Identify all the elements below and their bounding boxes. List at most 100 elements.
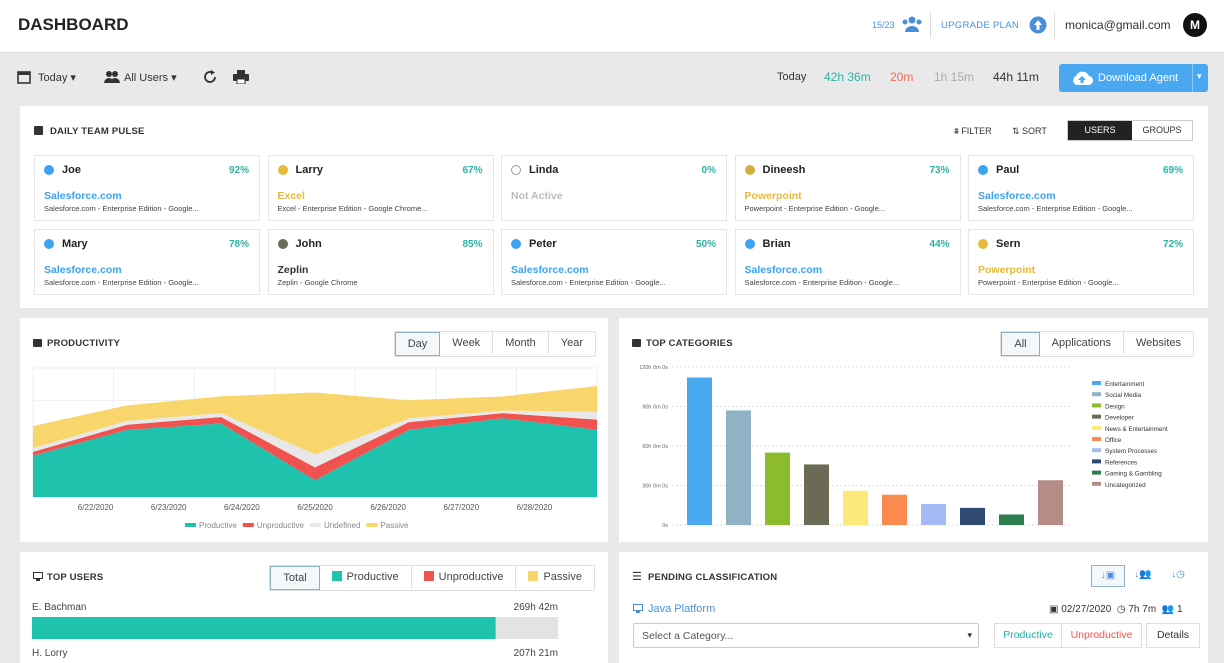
user-card[interactable]: Mary 78% Salesforce.com Salesforce.com - En… xyxy=(34,229,260,295)
refresh-icon[interactable] xyxy=(203,70,217,84)
tab[interactable]: Week xyxy=(440,332,494,354)
tab[interactable]: All xyxy=(1001,332,1040,356)
legend-label: Unproductive xyxy=(257,521,305,530)
y-tick-label: 120h 0m 0s xyxy=(639,365,668,371)
cat-icon xyxy=(632,339,641,347)
user-card[interactable]: Paul 69% Salesforce.com Salesforce.com - En… xyxy=(968,155,1194,221)
user-card[interactable]: Dineesh 73% Powerpoint Powerpoint - Enterpr… xyxy=(734,155,961,221)
tab-groups[interactable]: GROUPS xyxy=(1142,125,1182,135)
sort-time[interactable]: ↓◷ xyxy=(1171,569,1185,580)
sort-date[interactable]: ↓▣ xyxy=(1091,565,1125,587)
details-button[interactable]: Details xyxy=(1146,623,1200,648)
status-dot xyxy=(744,165,755,175)
cloud-icon xyxy=(1073,71,1093,86)
app-name: Salesforce.com xyxy=(44,190,122,202)
legend-label: Productive xyxy=(199,521,237,530)
panel-title: TOP USERS xyxy=(47,572,104,583)
user-pct: 50% xyxy=(695,239,716,250)
user-name: Peter xyxy=(529,238,557,250)
tab[interactable]: Year xyxy=(549,332,595,354)
filter[interactable]: ⩩ FILTER xyxy=(954,126,992,136)
legend-label: Undefined xyxy=(324,521,360,530)
tab[interactable]: Productive xyxy=(320,566,412,588)
top-users-panel: TOP USERS Total Productive Unproductive Pas… xyxy=(20,552,608,663)
value-label: 207h 21m xyxy=(514,648,558,659)
status-dot xyxy=(744,239,755,249)
tab[interactable]: Unproductive xyxy=(412,566,517,588)
avatar[interactable]: M xyxy=(1183,13,1207,37)
tab[interactable]: Websites xyxy=(1124,332,1193,354)
legend-swatch xyxy=(1092,481,1101,486)
app-detail: Salesforce.com - Enterprise Edition - Go… xyxy=(44,278,199,287)
tab-label: Websites xyxy=(1135,337,1181,349)
area xyxy=(33,410,597,468)
app-name: Not Active xyxy=(511,190,563,202)
user-card[interactable]: Linda 0% Not Active xyxy=(501,155,727,221)
categories-chart: 0s 30h 0m 0s 60h 0m 0s 90h 0m 0s 120h 0m 0s E… xyxy=(639,365,1168,529)
app-name: Powerpoint xyxy=(744,190,802,202)
tab-label: Productive xyxy=(346,571,399,583)
bar xyxy=(921,503,946,525)
tab[interactable]: Total xyxy=(270,566,320,590)
tab-label: Applications xyxy=(1051,337,1111,349)
user-card[interactable]: Larry 67% Excel Excel - Enterprise Edition … xyxy=(267,155,494,221)
legend-swatch xyxy=(366,523,378,527)
bar xyxy=(804,464,829,525)
user-name: Dineesh xyxy=(762,164,806,176)
productive-button[interactable]: Productive xyxy=(994,623,1062,648)
pulse-icon xyxy=(34,126,43,135)
users-dropdown[interactable]: All Users ▾ xyxy=(124,72,177,84)
toolbar: Today ▾ All Users ▾ Today 42h 36m 20m 1h 1… xyxy=(0,53,1224,105)
status-dot xyxy=(978,165,988,175)
user-card[interactable]: Brian 44% Salesforce.com Salesforce.com - E… xyxy=(734,229,961,295)
productivity-panel: PRODUCTIVITY Day Week Month Year 6/22/2020 6… xyxy=(20,318,608,542)
app-detail: Salesforce.com - Enterprise Edition - Go… xyxy=(744,278,900,287)
caret[interactable]: ▾ xyxy=(1197,71,1202,81)
divider xyxy=(930,12,931,38)
app-detail: Salesforce.com - Enterprise Edition - Go… xyxy=(44,204,199,213)
user-name: Mary xyxy=(62,238,88,250)
status-dot xyxy=(277,165,288,175)
user-card[interactable]: John 85% Zeplin Zeplin - Google Chrome xyxy=(267,229,494,295)
tabs: USERS GROUPS xyxy=(1067,120,1193,141)
tab[interactable]: Passive xyxy=(516,566,594,588)
tab[interactable]: Day xyxy=(394,332,441,356)
legend-label: Passive xyxy=(380,521,409,530)
print-icon[interactable] xyxy=(233,70,249,84)
tab[interactable]: Applications xyxy=(1040,332,1124,354)
download-button[interactable]: Download Agent ▾ xyxy=(1059,64,1208,92)
legend-label: References xyxy=(1105,459,1137,466)
app-detail: Powerpoint - Enterprise Edition - Google… xyxy=(978,278,1119,287)
user-pct: 67% xyxy=(462,165,483,176)
legend-label: Developer xyxy=(1105,415,1134,422)
meta: ▣ 02/27/2020 ◷ 7h 7m 👥 1 xyxy=(1049,604,1183,615)
tab[interactable]: Month xyxy=(493,332,549,354)
user-name: Paul xyxy=(996,164,1020,176)
status-dot xyxy=(511,165,521,175)
area xyxy=(33,386,597,455)
sort-users[interactable]: ↓👥 xyxy=(1134,569,1152,580)
app-detail: Excel - Enterprise Edition - Google Chro… xyxy=(277,204,428,213)
category-select[interactable]: Select a Category... ▾ xyxy=(633,623,979,648)
user-name: Brian xyxy=(762,238,791,250)
date: 02/27/2020 xyxy=(1061,604,1112,615)
upgrade-plan[interactable]: UPGRADE PLAN xyxy=(941,20,1020,31)
status-dot xyxy=(277,239,288,249)
user-name: Sern xyxy=(996,238,1021,250)
user-card[interactable]: Sern 72% Powerpoint Powerpoint - Enterprise… xyxy=(968,229,1194,295)
date-dropdown[interactable]: Today ▾ xyxy=(38,72,76,84)
app-name[interactable]: Java Platform xyxy=(648,603,716,615)
divider xyxy=(1054,12,1055,38)
y-tick-label: 0s xyxy=(662,523,668,529)
time-label: Today xyxy=(777,71,807,83)
unproductive-button[interactable]: Unproductive xyxy=(1062,623,1142,648)
select-placeholder: Select a Category... xyxy=(642,630,734,642)
legend-swatch xyxy=(1092,414,1101,419)
divider xyxy=(1192,64,1193,92)
tab-users[interactable]: USERS xyxy=(1068,121,1132,140)
tab-label: Year xyxy=(560,337,583,349)
sort[interactable]: ⇅ SORT xyxy=(1012,126,1047,136)
seats[interactable]: 15/23 xyxy=(872,20,895,30)
user-card[interactable]: Peter 50% Salesforce.com Salesforce.com - E… xyxy=(501,229,727,295)
user-card[interactable]: Joe 92% Salesforce.com Salesforce.com - Ent… xyxy=(34,155,260,221)
